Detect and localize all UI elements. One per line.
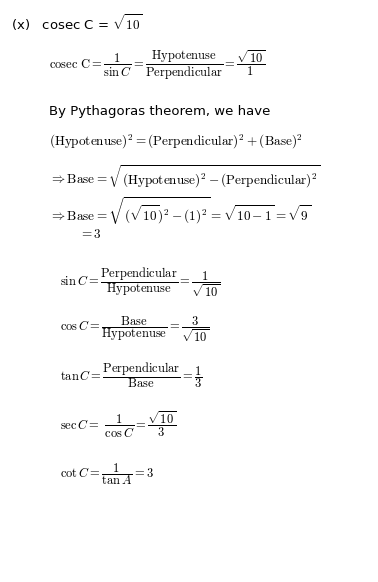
Text: $\tan C=\dfrac{\mathrm{Perpendicular}}{\mathrm{Base}} = \dfrac{1}{3}$: $\tan C=\dfrac{\mathrm{Perpendicular}}{\… <box>60 360 203 391</box>
Text: $\mathrm{cosec\ C=}\dfrac{1}{\sin C} = \dfrac{\mathrm{Hypotenuse}}{\mathrm{Perpe: $\mathrm{cosec\ C=}\dfrac{1}{\sin C} = \… <box>49 48 265 82</box>
Text: $\mathrm{(Hypotenuse)^2 = (Perpendicular)^2 + (Base)^2}$: $\mathrm{(Hypotenuse)^2 = (Perpendicular… <box>49 132 303 151</box>
Text: $\Rightarrow \mathrm{Base} = \sqrt{(\sqrt{10})^2 - (1)^2} = \sqrt{10-1} = \sqrt{: $\Rightarrow \mathrm{Base} = \sqrt{(\sqr… <box>49 196 311 227</box>
Text: $= 3$: $= 3$ <box>79 228 102 241</box>
Text: By Pythagoras theorem, we have: By Pythagoras theorem, we have <box>49 105 271 118</box>
Text: $\cos C=\dfrac{\mathrm{Base}}{\mathrm{Hypotenuse}} = \dfrac{3}{\sqrt{10}}$: $\cos C=\dfrac{\mathrm{Base}}{\mathrm{Hy… <box>60 314 210 344</box>
Text: (x)   cosec C = $\sqrt{10}$: (x) cosec C = $\sqrt{10}$ <box>11 12 143 33</box>
Text: $\cot C=\dfrac{1}{\tan A} = 3$: $\cot C=\dfrac{1}{\tan A} = 3$ <box>60 462 155 487</box>
Text: $\Rightarrow \mathrm{Base} = \sqrt{\mathrm{(Hypotenuse)^2 - (Perpendicular)^2}}$: $\Rightarrow \mathrm{Base} = \sqrt{\math… <box>49 163 321 190</box>
Text: $\sin C=\dfrac{\mathrm{Perpendicular}}{\mathrm{Hypotenuse}} = \dfrac{1}{\sqrt{10: $\sin C=\dfrac{\mathrm{Perpendicular}}{\… <box>60 265 220 299</box>
Text: $\sec C= \ \dfrac{1}{\cos C} = \dfrac{\sqrt{10}}{3}$: $\sec C= \ \dfrac{1}{\cos C} = \dfrac{\s… <box>60 410 177 440</box>
